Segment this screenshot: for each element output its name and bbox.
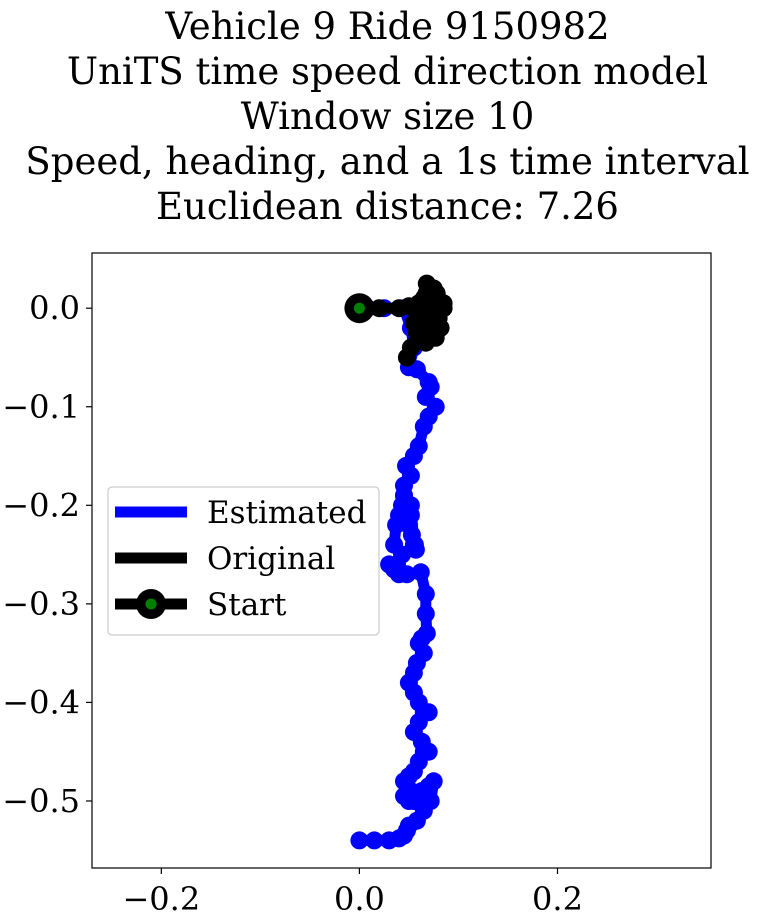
legend-label: Start [207, 587, 287, 623]
y-tick-label: −0.3 [2, 585, 80, 623]
data-point-estimated [417, 585, 435, 603]
data-point-estimated [415, 418, 433, 436]
x-tick-label: −0.2 [122, 880, 200, 915]
x-tick-label: 0.0 [334, 880, 385, 915]
y-tick-label: −0.2 [2, 486, 80, 524]
data-point-estimated [425, 772, 443, 790]
x-tick-label: 0.2 [532, 880, 583, 915]
y-tick-label: 0.0 [29, 289, 80, 327]
data-point-estimated [412, 563, 430, 581]
series-start [344, 293, 374, 323]
data-point-estimated [350, 831, 368, 849]
data-point-estimated [417, 605, 435, 623]
data-point-original [410, 319, 428, 337]
data-point-estimated [387, 516, 405, 534]
legend-label: Original [207, 541, 335, 577]
legend-start-marker-center [146, 599, 157, 610]
y-tick-label: −0.5 [2, 782, 80, 820]
legend: Estimated Original Start [108, 487, 379, 635]
data-point-original [398, 349, 416, 367]
legend-label: Estimated [207, 495, 366, 531]
start-marker-center [354, 303, 365, 314]
y-tick-label: −0.4 [2, 683, 80, 721]
data-point-original [418, 275, 436, 293]
y-tick-label: −0.1 [2, 388, 80, 426]
